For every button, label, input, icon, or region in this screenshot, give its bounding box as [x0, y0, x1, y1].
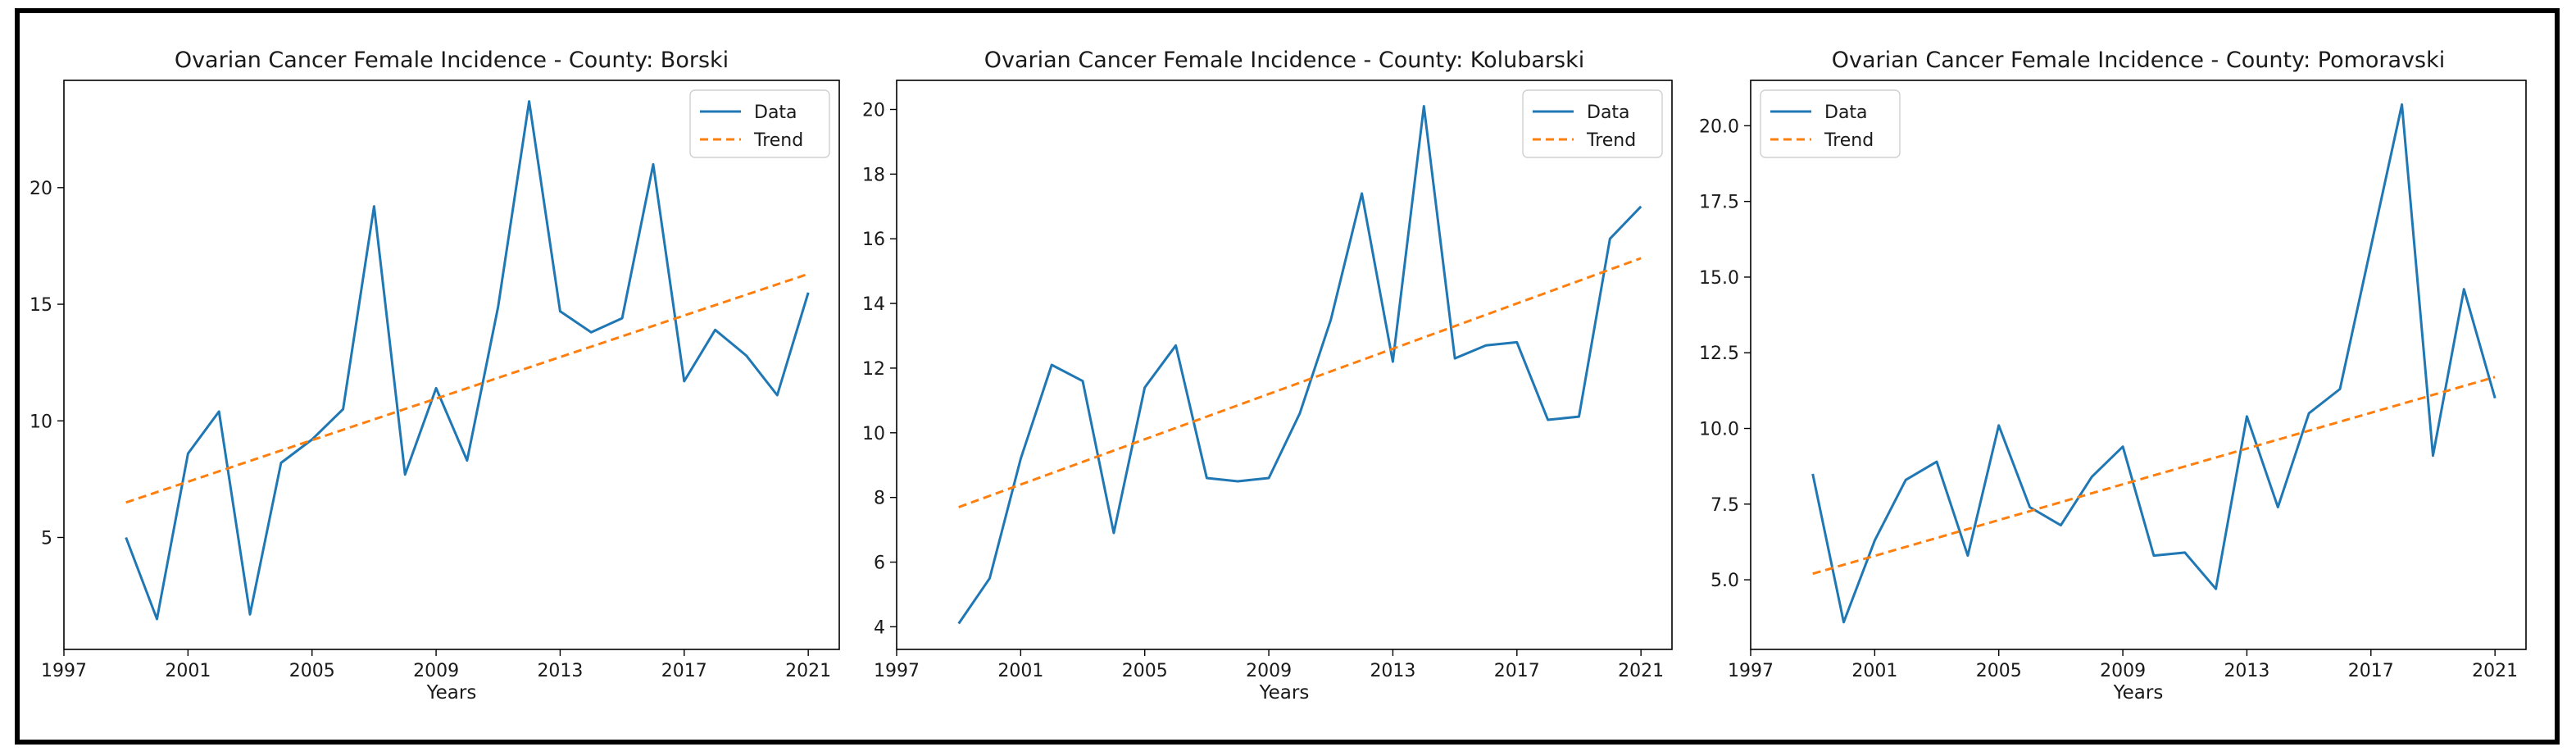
x-tick-label: 2013: [1370, 661, 1415, 681]
chart-title: Ovarian Cancer Female Incidence - County…: [1832, 48, 2446, 73]
chart-panel-1: Ovarian Cancer Female Incidence - County…: [30, 48, 840, 704]
y-tick-label: 15: [30, 295, 52, 316]
chart-title: Ovarian Cancer Female Incidence - County…: [984, 48, 1584, 73]
y-tick-label: 17.5: [1699, 193, 1739, 213]
x-tick-label: 2009: [413, 661, 459, 681]
series-line-trend: [1812, 376, 2496, 576]
x-tick-label: 2021: [2472, 661, 2518, 681]
plot-area: [63, 80, 840, 650]
y-tick-label: 18: [862, 165, 885, 185]
chart-panel-3: Ovarian Cancer Female Incidence - County…: [1699, 48, 2527, 704]
legend-box: [1760, 89, 1901, 158]
legend-box: [1522, 89, 1663, 158]
y-tick-label: 12.5: [1699, 344, 1739, 364]
x-axis-label: Years: [2113, 682, 2164, 704]
y-tick-label: 16: [862, 230, 885, 250]
y-tick-label: 5: [41, 528, 52, 549]
chart-title: Ovarian Cancer Female Incidence - County…: [175, 48, 729, 73]
x-tick-label: 2009: [1246, 661, 1292, 681]
x-axis-label: Years: [1259, 682, 1310, 704]
plot-area: [896, 80, 1673, 650]
x-tick-label: 2013: [2224, 661, 2269, 681]
x-tick-label: 2017: [1494, 661, 1540, 681]
y-tick-label: 5.0: [1711, 571, 1739, 591]
legend-label-trend: Trend: [1824, 130, 1874, 151]
y-tick-label: 10: [30, 412, 52, 432]
series-line-data: [125, 100, 810, 621]
x-tick-label: 1997: [874, 661, 920, 681]
y-tick-label: 8: [874, 489, 885, 509]
legend-box: [689, 89, 830, 158]
y-tick-label: 10: [862, 424, 885, 444]
x-tick-label: 2017: [661, 661, 707, 681]
x-tick-label: 2009: [2100, 661, 2146, 681]
legend-label-trend: Trend: [1586, 130, 1636, 151]
x-tick-label: 1997: [1728, 661, 1774, 681]
chart-panel-2: Ovarian Cancer Female Incidence - County…: [862, 48, 1673, 704]
y-tick-label: 20: [30, 179, 52, 199]
y-tick-label: 15.0: [1699, 268, 1739, 289]
x-tick-label: 1997: [41, 661, 87, 681]
x-tick-label: 2001: [997, 661, 1043, 681]
x-tick-label: 2005: [1976, 661, 2022, 681]
x-tick-label: 2013: [537, 661, 583, 681]
y-tick-label: 20.0: [1699, 116, 1739, 137]
series-line-data: [1811, 103, 2496, 624]
legend-label-data: Data: [1587, 102, 1630, 123]
y-tick-label: 12: [862, 359, 885, 380]
legend-label-trend: Trend: [753, 130, 803, 151]
y-tick-label: 6: [874, 553, 885, 574]
x-tick-label: 2005: [1122, 661, 1168, 681]
x-tick-label: 2017: [2348, 661, 2394, 681]
x-tick-label: 2021: [1618, 661, 1664, 681]
legend: Data Trend: [1522, 89, 1663, 158]
series-line-data: [957, 105, 1642, 625]
y-tick-label: 4: [874, 617, 885, 638]
x-tick-label: 2001: [1851, 661, 1897, 681]
legend: Data Trend: [1760, 89, 1901, 158]
x-tick-label: 2005: [289, 661, 335, 681]
legend-label-data: Data: [754, 102, 797, 123]
y-tick-label: 7.5: [1711, 495, 1739, 516]
y-tick-label: 14: [862, 294, 885, 315]
legend-label-data: Data: [1824, 102, 1868, 123]
x-tick-label: 2001: [165, 661, 211, 681]
legend: Data Trend: [689, 89, 830, 158]
y-tick-label: 20: [862, 100, 885, 121]
x-axis-label: Years: [426, 682, 477, 704]
series-line-trend: [125, 272, 809, 504]
x-tick-label: 2021: [785, 661, 831, 681]
series-line-trend: [958, 257, 1642, 508]
y-tick-label: 10.0: [1699, 420, 1739, 440]
